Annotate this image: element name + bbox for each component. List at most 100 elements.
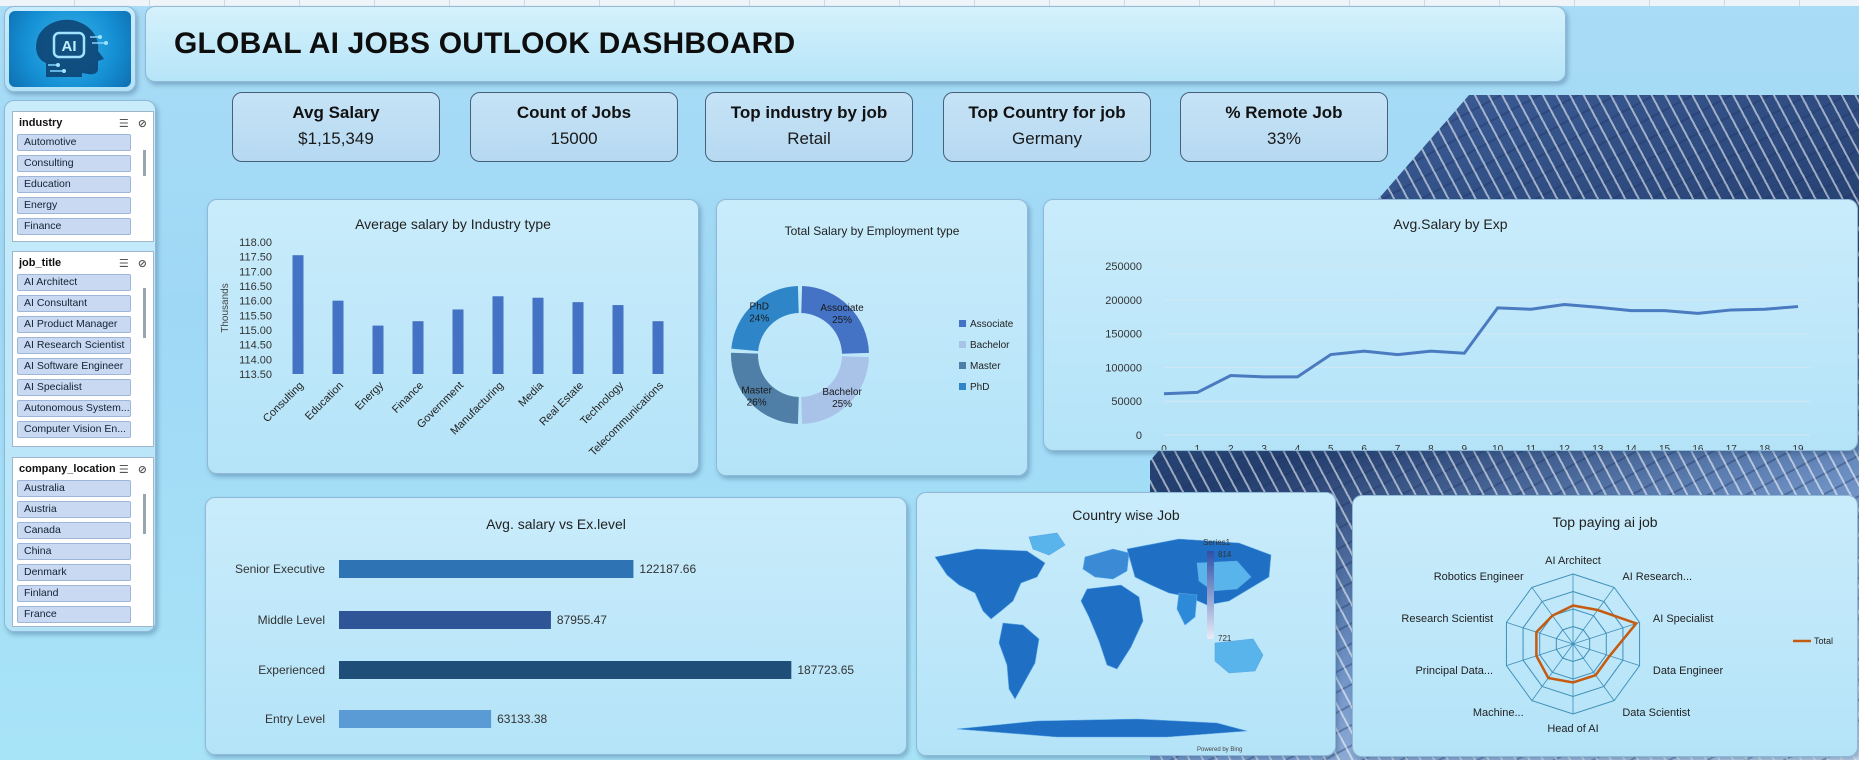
bar bbox=[612, 305, 624, 374]
radar-spoke bbox=[1572, 643, 1615, 701]
radar-spoke bbox=[1572, 621, 1640, 645]
exp-salary-chart[interactable]: Avg.Salary by Exp 250000 200000 150000 1000… bbox=[1043, 199, 1858, 451]
bar bbox=[652, 321, 664, 374]
slicer-item[interactable]: Finance bbox=[17, 218, 131, 235]
slicer-item[interactable]: AI Consultant bbox=[17, 295, 131, 312]
north-america-shape bbox=[934, 548, 1046, 620]
donut-slice bbox=[801, 286, 869, 354]
x-tick-label: 4 bbox=[1295, 444, 1301, 450]
job-title-slicer: job_title ☰ ⊘ AI Architect AI Consultant … bbox=[12, 251, 154, 447]
page-title: GLOBAL AI JOBS OUTLOOK DASHBOARD bbox=[174, 27, 796, 60]
multi-select-icon[interactable]: ☰ bbox=[118, 117, 129, 130]
exlevel-salary-chart[interactable]: Avg. salary vs Ex.level Senior Executive… bbox=[205, 497, 907, 755]
scrollbar[interactable] bbox=[143, 288, 146, 338]
slicer-item[interactable]: Autonomous System... bbox=[17, 400, 131, 417]
slicer-item[interactable]: Austria bbox=[17, 501, 131, 518]
slice-label-category: Associate bbox=[820, 303, 864, 314]
x-tick-label: 17 bbox=[1726, 444, 1738, 450]
multi-select-icon[interactable]: ☰ bbox=[118, 463, 129, 476]
y-tick-label: 115.50 bbox=[239, 310, 272, 322]
logo-text: AI bbox=[62, 38, 77, 55]
bar-chart-svg: 118.00 117.50 117.00 116.50 116.00 115.50 115.… bbox=[220, 237, 666, 459]
bar bbox=[452, 309, 464, 374]
industry-salary-chart[interactable]: Average salary by Industry type 118.00 11… bbox=[207, 199, 699, 474]
chart-title: Country wise Job bbox=[1072, 507, 1180, 523]
scrollbar[interactable] bbox=[143, 150, 146, 176]
slicer-item[interactable]: AI Specialist bbox=[17, 379, 131, 396]
y-category-label: Senior Executive bbox=[235, 562, 325, 576]
slicer-item[interactable]: Australia bbox=[17, 480, 131, 497]
kpi-label: % Remote Job bbox=[1225, 103, 1343, 122]
y-category-label: Middle Level bbox=[258, 613, 325, 627]
chart-title: Total Salary by Employment type bbox=[784, 224, 960, 238]
legend-label: Bachelor bbox=[970, 340, 1010, 351]
radar-axis-label: Data Scientist bbox=[1622, 707, 1690, 719]
slicer-item[interactable]: France bbox=[17, 606, 131, 623]
clear-filter-icon[interactable]: ⊘ bbox=[137, 117, 147, 130]
radar-spoke bbox=[1506, 643, 1574, 667]
kpi-value: Retail bbox=[787, 129, 831, 148]
company-location-slicer: company_location ☰ ⊘ Australia Austria Ca… bbox=[12, 457, 154, 627]
slicer-item[interactable]: China bbox=[17, 543, 131, 560]
slicer-item[interactable]: Energy bbox=[17, 197, 131, 214]
x-tick-label: 16 bbox=[1692, 444, 1704, 450]
legend-swatch bbox=[959, 383, 966, 390]
slice-label-percent: 25% bbox=[832, 399, 852, 410]
world-map-svg: Series1 814 721 Powered by Bing bbox=[934, 532, 1272, 753]
data-label: 87955.47 bbox=[557, 613, 607, 627]
donut-slice bbox=[801, 356, 869, 424]
country-map-chart[interactable]: Country wise Job Series1 814 721 Powered… bbox=[916, 492, 1336, 756]
slicer-item[interactable]: Automotive bbox=[17, 134, 131, 151]
employment-salary-chart[interactable]: Total Salary by Employment type Associat… bbox=[716, 199, 1028, 476]
title-bar: GLOBAL AI JOBS OUTLOOK DASHBOARD bbox=[145, 6, 1566, 82]
slicer-item[interactable]: Canada bbox=[17, 522, 131, 539]
slice-label-category: Bachelor bbox=[822, 387, 862, 398]
chart-title: Avg.Salary by Exp bbox=[1393, 216, 1508, 232]
slicer-item[interactable]: Education bbox=[17, 176, 131, 193]
multi-select-icon[interactable]: ☰ bbox=[118, 257, 129, 270]
industry-slicer: industry ☰ ⊘ Automotive Consulting Educat… bbox=[12, 111, 154, 242]
legend-label: Associate bbox=[970, 319, 1014, 330]
y-tick-label: 117.50 bbox=[239, 252, 272, 264]
y-tick-label: 117.00 bbox=[239, 266, 272, 278]
radar-axis-label: Principal Data... bbox=[1415, 665, 1493, 677]
x-tick-label: 7 bbox=[1395, 444, 1401, 450]
legend-swatch bbox=[959, 320, 966, 327]
slicer-item[interactable]: Denmark bbox=[17, 564, 131, 581]
kpi-value: Germany bbox=[1012, 129, 1082, 148]
chart-title: Top paying ai job bbox=[1552, 514, 1658, 530]
x-tick-label: 2 bbox=[1228, 444, 1234, 450]
slicer-item[interactable]: AI Software Engineer bbox=[17, 358, 131, 375]
slicer-item[interactable]: AI Product Manager bbox=[17, 316, 131, 333]
y-tick-label: 0 bbox=[1136, 430, 1142, 442]
kpi-label: Count of Jobs bbox=[516, 103, 632, 122]
x-tick-label: 11 bbox=[1526, 444, 1537, 450]
x-tick-label: Energy bbox=[353, 379, 386, 412]
bar bbox=[532, 297, 544, 374]
scrollbar[interactable] bbox=[143, 494, 146, 534]
radar-spoke bbox=[1572, 587, 1615, 645]
clear-filter-icon[interactable]: ⊘ bbox=[137, 257, 147, 270]
slicer-item[interactable]: Computer Vision En... bbox=[17, 421, 131, 438]
y-tick-label: 250000 bbox=[1105, 261, 1142, 273]
bar bbox=[292, 255, 304, 374]
slicer-item[interactable]: AI Architect bbox=[17, 274, 131, 291]
slicer-item[interactable]: Consulting bbox=[17, 155, 131, 172]
slicer-item[interactable]: AI Research Scientist bbox=[17, 337, 131, 354]
ai-head-icon: AI bbox=[9, 11, 131, 87]
top-paying-job-chart[interactable]: Top paying ai job AI Architect AI Researc… bbox=[1352, 495, 1858, 757]
slicer-item[interactable]: Finland bbox=[17, 585, 131, 602]
kpi-remote-job: % Remote Job 33% bbox=[1180, 92, 1388, 162]
hbar bbox=[339, 560, 634, 578]
y-tick-label: 116.50 bbox=[239, 281, 272, 293]
kpi-top-industry: Top industry by job Retail bbox=[705, 92, 913, 162]
salary-line bbox=[1163, 303, 1799, 396]
data-label: 187723.65 bbox=[797, 663, 854, 677]
clear-filter-icon[interactable]: ⊘ bbox=[137, 463, 147, 476]
legend-label: Total bbox=[1814, 636, 1833, 646]
hbar bbox=[339, 611, 551, 629]
slicer-title: industry bbox=[19, 117, 63, 129]
y-tick-label: 114.00 bbox=[239, 354, 272, 366]
kpi-value: $1,15,349 bbox=[298, 129, 374, 148]
